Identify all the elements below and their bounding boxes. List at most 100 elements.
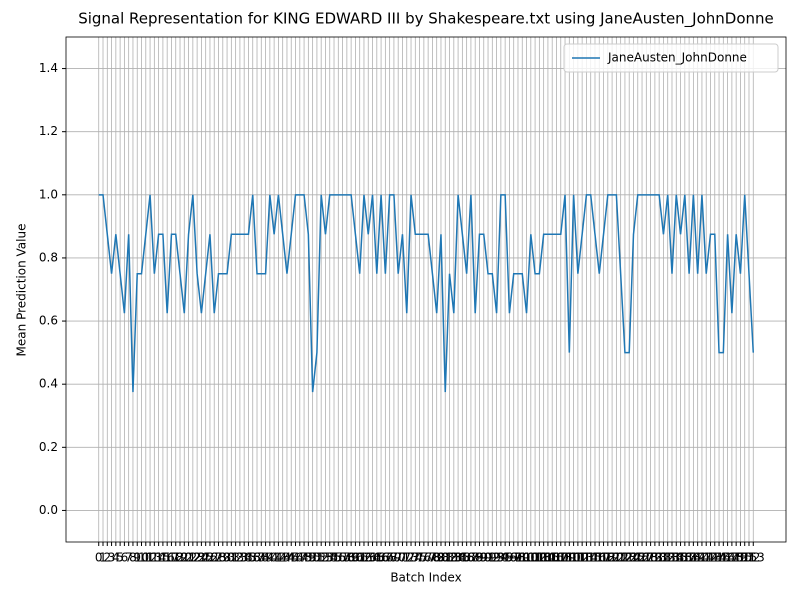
x-tick-label: 146 <box>712 551 735 565</box>
x-tick-label: 139 <box>682 551 705 565</box>
x-tick-label: 89 <box>472 551 487 565</box>
x-tick-label: 143 <box>699 551 722 565</box>
x-tick-label: 114 <box>575 551 598 565</box>
x-tick-label: 65 <box>369 551 384 565</box>
x-tick-label: 0 <box>95 551 103 565</box>
x-tick-label: 56 <box>331 551 346 565</box>
x-tick-label: 79 <box>429 551 444 565</box>
x-tick-label: 21 <box>181 551 196 565</box>
x-tick-label: 69 <box>386 551 401 565</box>
x-tick-label: 92 <box>485 551 500 565</box>
x-tick-label: 83 <box>446 551 461 565</box>
x-tick-label: 152 <box>738 551 761 565</box>
x-tick-label: 72 <box>399 551 414 565</box>
x-tick-label: 25 <box>198 551 213 565</box>
x-tick-label: 73 <box>403 551 418 565</box>
x-tick-label: 112 <box>566 551 589 565</box>
x-tick-label: 85 <box>455 551 470 565</box>
x-tick-label: 117 <box>588 551 611 565</box>
data-line <box>98 194 755 393</box>
x-tick-label: 138 <box>678 551 701 565</box>
y-axis-label: Mean Prediction Value <box>15 224 29 357</box>
x-tick-label: 91 <box>480 551 495 565</box>
x-tick-label: 90 <box>476 551 491 565</box>
legend: JaneAusten_JohnDonne <box>563 43 779 73</box>
x-tick-label: 121 <box>605 551 628 565</box>
x-tick-label: 122 <box>609 551 632 565</box>
y-tick-label: 1.2 <box>39 124 58 138</box>
y-tick-label: 0.4 <box>39 377 58 391</box>
x-tick-label: 59 <box>343 551 358 565</box>
x-tick-label: 127 <box>631 551 654 565</box>
x-tick-label: 106 <box>541 551 564 565</box>
x-tick-label: 9 <box>133 551 141 565</box>
x-tick-label: 100 <box>515 551 538 565</box>
x-tick-label: 130 <box>643 551 666 565</box>
x-tick-label: 120 <box>601 551 624 565</box>
x-tick-label: 134 <box>661 551 684 565</box>
x-tick-label: 38 <box>254 551 269 565</box>
x-tick-label: 150 <box>729 551 752 565</box>
y-tick-label: 1.0 <box>39 187 58 201</box>
x-axis-label: Batch Index <box>390 571 461 585</box>
x-tick-label: 29 <box>215 551 230 565</box>
x-tick-label: 147 <box>716 551 739 565</box>
x-tick-label: 51 <box>309 551 324 565</box>
x-tick-label: 10 <box>134 551 149 565</box>
x-tick-label: 80 <box>433 551 448 565</box>
x-tick-label: 26 <box>202 551 217 565</box>
legend-label: JaneAusten_JohnDonne <box>607 51 747 65</box>
x-tick-label: 135 <box>665 551 688 565</box>
x-tick-label: 75 <box>412 551 427 565</box>
x-tick-label: 116 <box>584 551 607 565</box>
x-tick-label: 41 <box>266 551 281 565</box>
x-tick-label: 62 <box>356 551 371 565</box>
y-tick-label: 0.2 <box>39 440 58 454</box>
x-tick-label: 6 <box>121 551 129 565</box>
x-tick-label: 45 <box>284 551 299 565</box>
x-tick-label: 64 <box>365 551 380 565</box>
x-tick-label: 94 <box>493 551 508 565</box>
x-tick-label: 133 <box>656 551 679 565</box>
x-tick-label: 46 <box>288 551 303 565</box>
x-tick-label: 125 <box>622 551 645 565</box>
x-tick-label: 48 <box>296 551 311 565</box>
x-tick-label: 13 <box>147 551 162 565</box>
x-tick-label: 153 <box>742 551 765 565</box>
x-tick-label: 123 <box>613 551 636 565</box>
x-tick-label: 32 <box>228 551 243 565</box>
x-tick-label: 82 <box>442 551 457 565</box>
x-tick-label: 14 <box>151 551 166 565</box>
x-tick-label: 128 <box>635 551 658 565</box>
x-tick-label: 15 <box>155 551 170 565</box>
x-tick-label: 7 <box>125 551 133 565</box>
x-tick-label: 24 <box>194 551 209 565</box>
x-tick-label: 57 <box>335 551 350 565</box>
x-tick-label: 101 <box>519 551 542 565</box>
x-tick-label: 132 <box>652 551 675 565</box>
x-tick-label: 151 <box>733 551 756 565</box>
y-tick-label: 0.0 <box>39 503 58 517</box>
x-tick-label: 126 <box>626 551 649 565</box>
x-tick-label: 71 <box>395 551 410 565</box>
x-tick-label: 3 <box>108 551 116 565</box>
x-tick-label: 86 <box>459 551 474 565</box>
x-tick-label: 39 <box>258 551 273 565</box>
x-tick-label: 23 <box>189 551 204 565</box>
x-tick-label: 5 <box>116 551 124 565</box>
y-tick-label: 0.8 <box>39 250 58 264</box>
x-tick-label: 44 <box>279 551 294 565</box>
x-tick-label: 27 <box>207 551 222 565</box>
x-tick-label: 107 <box>545 551 568 565</box>
x-tick-label: 60 <box>348 551 363 565</box>
x-tick-label: 68 <box>382 551 397 565</box>
x-tick-label: 17 <box>164 551 179 565</box>
x-tick-label: 76 <box>416 551 431 565</box>
x-tick-label: 95 <box>498 551 513 565</box>
x-tick-label: 52 <box>314 551 329 565</box>
x-tick-label: 61 <box>352 551 367 565</box>
x-tick-label: 35 <box>241 551 256 565</box>
x-tick-label: 93 <box>489 551 504 565</box>
